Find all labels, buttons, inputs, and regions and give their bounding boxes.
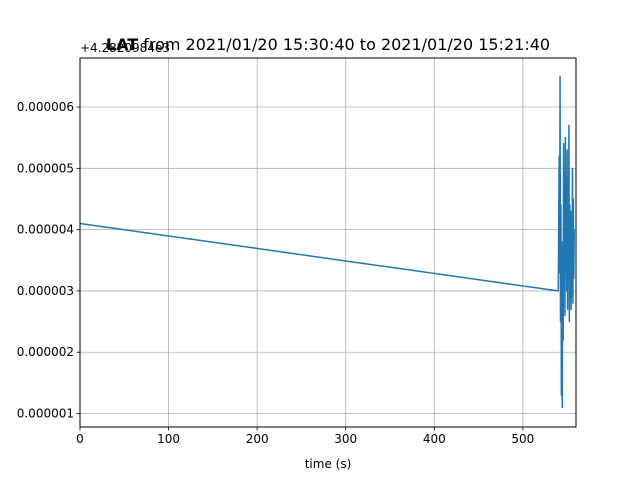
- x-tick-label: 500: [511, 432, 534, 446]
- chart-title: LAT from 2021/01/20 15:30:40 to 2021/01/…: [106, 35, 550, 54]
- x-axis-label: time (s): [305, 457, 352, 471]
- chart-title-bold: LAT: [106, 35, 138, 54]
- x-tick-label: 400: [423, 432, 446, 446]
- x-tick-label: 200: [246, 432, 269, 446]
- axes-frame: [79, 57, 577, 428]
- y-tick-label: 0.000005: [17, 161, 74, 175]
- y-tick-label: 0.000004: [17, 223, 74, 237]
- series-line: [79, 75, 575, 409]
- series-layer: [79, 75, 575, 409]
- y-tick-label: 0.000003: [17, 284, 74, 298]
- grid: [79, 58, 576, 427]
- y-tick-label: 0.000001: [17, 407, 74, 421]
- y-tick-label: 0.000006: [17, 100, 74, 114]
- x-tick-label: 0: [76, 432, 84, 446]
- axis-offset-label: +4.2820984e3: [80, 41, 170, 55]
- y-tick-label: 0.000002: [17, 345, 74, 359]
- chart-title-rest: from 2021/01/20 15:30:40 to 2021/01/20 1…: [138, 35, 550, 54]
- x-tick-label: 300: [334, 432, 357, 446]
- ticks: 0 100 200 300 400 500 0.000001 0.000002 0.000003…: [17, 100, 535, 446]
- x-tick-label: 100: [157, 432, 180, 446]
